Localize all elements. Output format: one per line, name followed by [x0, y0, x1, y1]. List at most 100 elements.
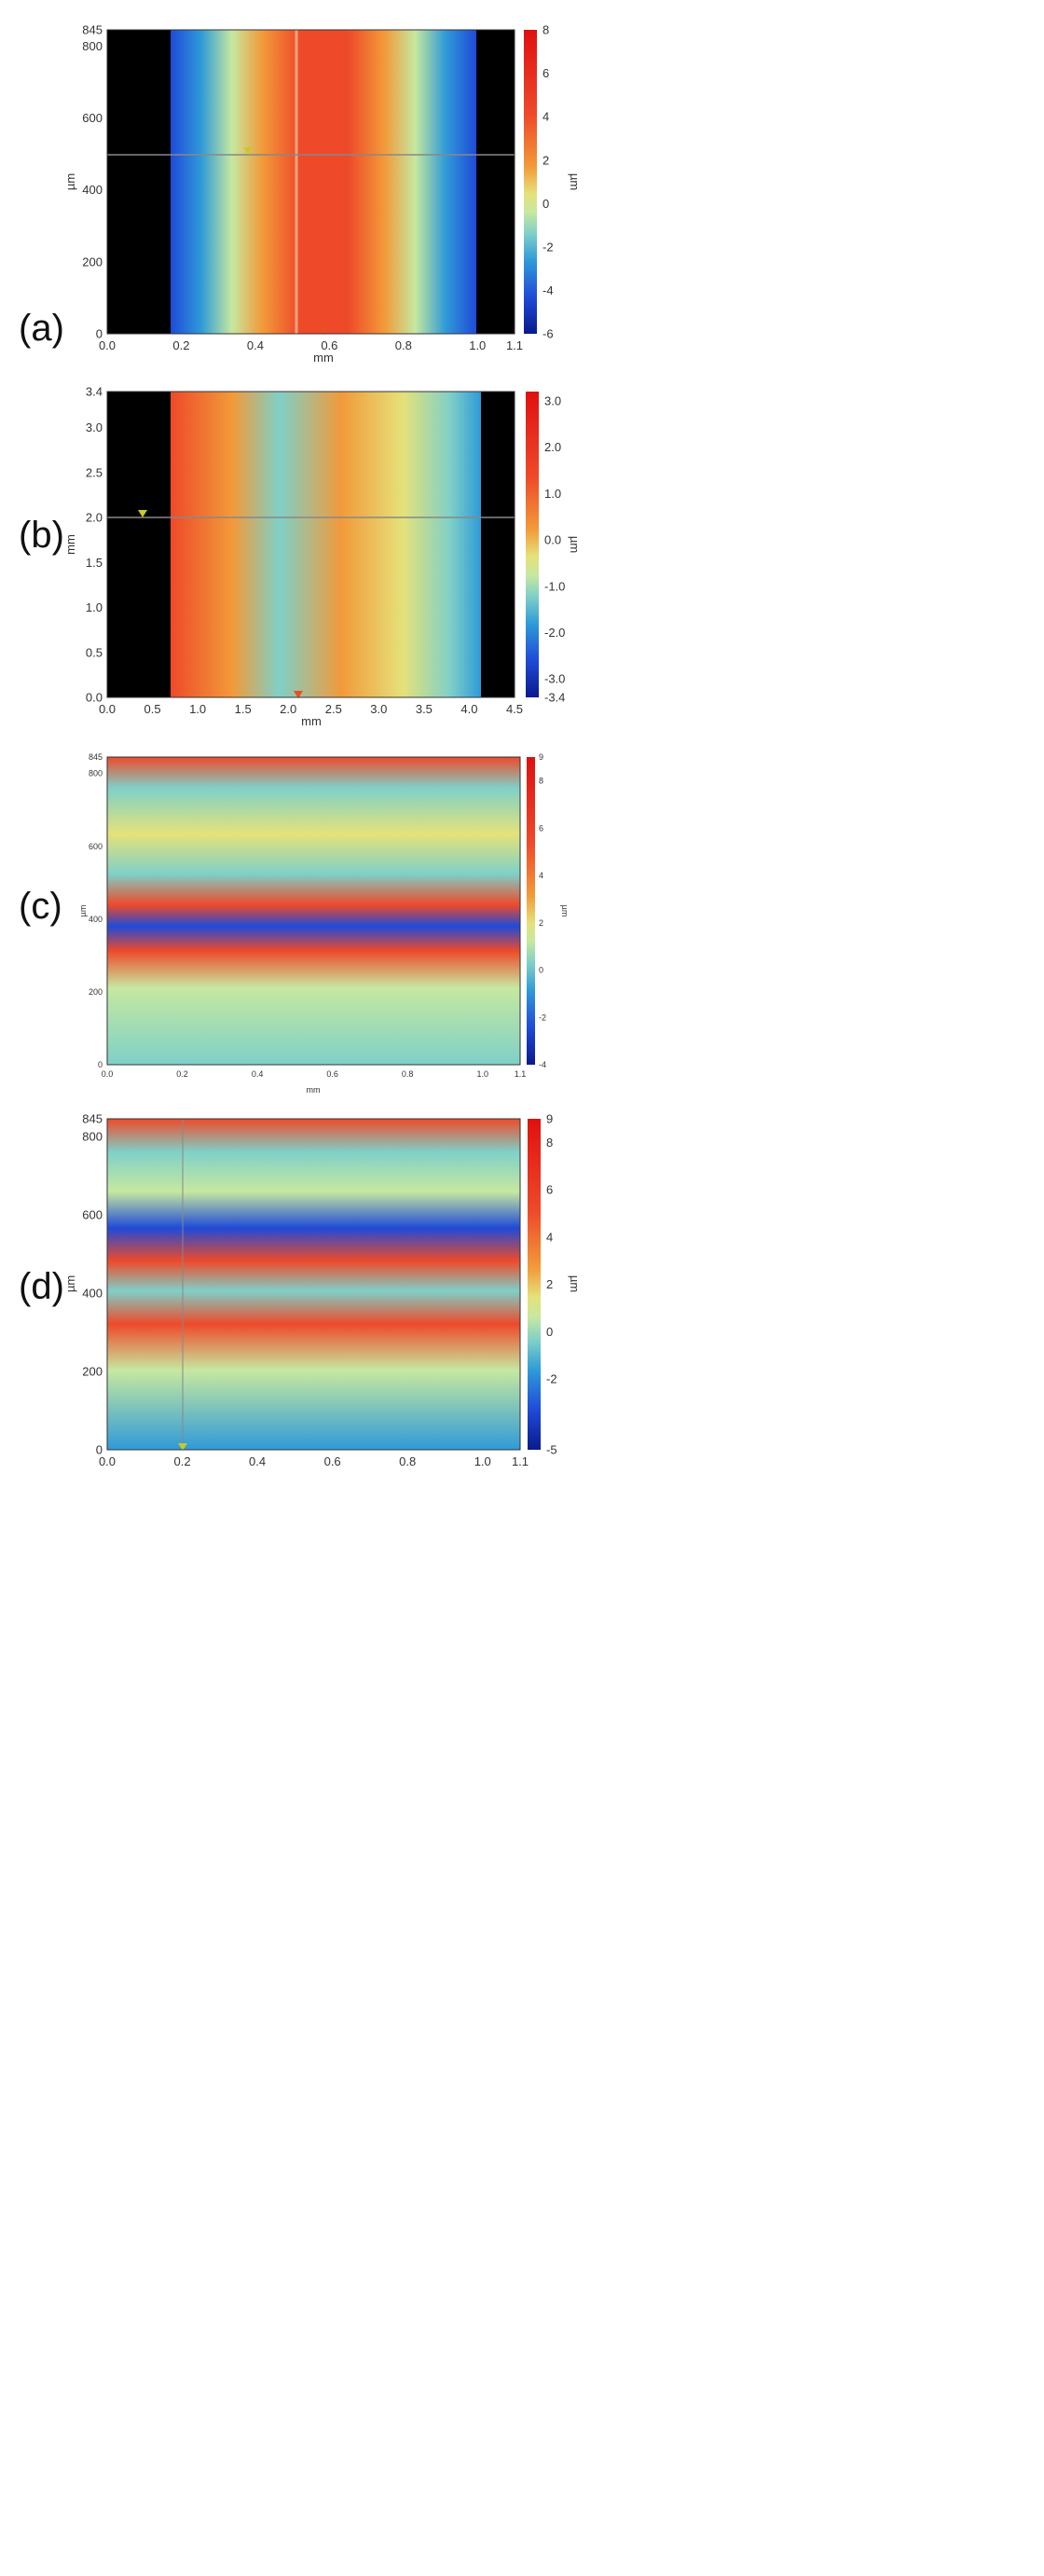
y-tick-label: 845	[89, 752, 103, 762]
colorbar-tick-label: 0	[543, 197, 549, 211]
x-tick-label: 3.0	[370, 702, 387, 716]
surface-map-c: 0.0 0.2 0.4 0.6 0.8 1.0 1.1 0 200 400 600 800 845 mm…	[78, 752, 570, 1095]
colorbar-tick-label: 4	[543, 110, 549, 124]
y-tick-label: 600	[89, 842, 103, 851]
y-tick-label: 0	[96, 327, 103, 341]
y-tick-label: 3.4	[86, 385, 103, 399]
marker-red	[294, 691, 303, 698]
x-tick-label: 1.0	[474, 1454, 491, 1468]
y-tick-label: 3.0	[86, 420, 103, 434]
y-axis-label: mm	[63, 534, 77, 555]
x-tick-label: 0.6	[321, 338, 337, 352]
marker-yellow	[138, 510, 147, 517]
y-axis-label: µm	[78, 905, 88, 917]
colorbar-tick-label: 1.0	[544, 487, 561, 501]
y-tick-label: 1.0	[86, 600, 103, 614]
x-tick-label: 4.0	[460, 702, 477, 716]
y-tick-label: 400	[82, 1287, 103, 1301]
y-tick-label: 400	[89, 915, 103, 924]
x-tick-label: 0.4	[247, 338, 264, 352]
colorbar-label: µm	[560, 905, 570, 917]
x-tick-label: 0.4	[249, 1454, 266, 1468]
x-tick-label: 1.5	[235, 702, 252, 716]
colorbar-tick-label: -4	[543, 283, 554, 297]
x-tick-label: 1.1	[506, 338, 523, 352]
y-tick-label: 600	[82, 1207, 103, 1221]
colorbar-tick-label: 6	[546, 1183, 553, 1197]
panel-a: (a)	[0, 0, 1044, 643]
x-tick-label: 0.0	[102, 1069, 114, 1079]
colorbar-tick-label: 0	[539, 966, 543, 975]
colorbar-label: µm	[568, 1275, 582, 1292]
colorbar-tick-label: 6	[539, 823, 543, 833]
height-map	[171, 30, 476, 334]
marker-yellow	[178, 1443, 187, 1451]
colorbar-tick-label: 0	[546, 1325, 553, 1339]
x-tick-label: 0.8	[402, 1069, 414, 1079]
x-tick-label: 0.2	[176, 1069, 188, 1079]
y-tick-label: 0	[98, 1060, 103, 1069]
colorbar-tick-label: 8	[546, 1136, 553, 1150]
y-axis-label: µm	[63, 1275, 77, 1292]
colorbar-tick-label: 4	[546, 1230, 553, 1244]
x-tick-label: 0.0	[99, 338, 116, 352]
colorbar-tick-label: 2.0	[544, 440, 561, 454]
x-tick-label: 1.1	[512, 1454, 529, 1468]
colorbar-tick-label: 0.0	[544, 533, 561, 547]
colorbar-tick-label: 8	[539, 777, 543, 786]
height-map	[107, 1119, 520, 1450]
surface-map-b: 0.0 0.5 1.0 1.5 2.0 2.5 3.0 3.5 4.0 4.5 0.0 0.5 1.0 1…	[63, 385, 582, 728]
y-tick-label: 200	[89, 987, 103, 997]
x-tick-label: 0.2	[174, 1454, 191, 1468]
x-tick-label: 1.1	[515, 1069, 527, 1079]
panel-label: (c)	[19, 886, 62, 927]
y-tick-label: 200	[82, 255, 103, 269]
y-tick-label: 2.0	[86, 511, 103, 525]
colorbar	[524, 30, 537, 334]
colorbar-label: µm	[568, 173, 582, 190]
x-tick-label: 2.5	[325, 702, 342, 716]
x-tick-label: 1.0	[189, 702, 206, 716]
x-tick-label: 2.0	[280, 702, 296, 716]
colorbar-tick-label: 9	[539, 752, 543, 762]
colorbar-tick-label: 3.0	[544, 393, 561, 407]
y-tick-label: 845	[82, 23, 103, 37]
height-map	[107, 757, 520, 1065]
colorbar-tick-label: 2	[539, 918, 543, 928]
x-tick-label: 0.0	[99, 702, 116, 716]
surface-map-d: 0.0 0.2 0.4 0.6 0.8 1.0 1.1 0 200 400 600 800 845 µm…	[63, 1112, 582, 1468]
colorbar-tick-label: 4	[539, 871, 543, 880]
x-axis-label: mm	[301, 714, 322, 728]
panel-label: (d)	[19, 1266, 64, 1307]
panel-label: (a)	[19, 308, 64, 349]
x-tick-label: 0.0	[99, 1454, 116, 1468]
x-tick-label: 0.8	[399, 1454, 416, 1468]
x-tick-label: 1.0	[476, 1069, 488, 1079]
colorbar-tick-label: -2	[546, 1371, 557, 1385]
y-tick-label: 0	[96, 1443, 103, 1457]
x-tick-label: 4.5	[506, 702, 523, 716]
colorbar-label: µm	[568, 536, 582, 553]
x-tick-label: 0.8	[395, 338, 412, 352]
colorbar-tick-label: 2	[543, 153, 549, 167]
x-tick-label: 0.6	[324, 1454, 341, 1468]
surface-map-a: 0.0 0.2 0.4 0.6 0.8 1.0 1.1 0 200 400 600 800 845 mm…	[63, 23, 582, 365]
colorbar-tick-label: -5	[546, 1443, 557, 1457]
x-tick-label: 0.4	[252, 1069, 264, 1079]
colorbar-tick-label: 6	[543, 66, 549, 80]
colorbar-tick-label: -1.0	[544, 579, 565, 593]
panel-label: (b)	[19, 515, 64, 556]
colorbar-tick-label: -2	[543, 240, 554, 254]
panel-b: (b) 0.0 0.5 1.0 1.5 2.0 2.5 3.0 3.5 4.0 4.5 0.0 0.5…	[0, 384, 1044, 729]
y-tick-label: 0.5	[86, 645, 103, 659]
y-tick-label: 600	[82, 111, 103, 125]
colorbar-tick-label: 9	[546, 1112, 553, 1126]
colorbar-tick-label: -3.0	[544, 672, 565, 686]
y-axis-label: µm	[63, 173, 77, 190]
colorbar-tick-label: -6	[543, 327, 554, 341]
colorbar-tick-label: 2	[546, 1277, 553, 1291]
x-tick-label: 0.2	[172, 338, 189, 352]
y-tick-label: 800	[82, 39, 103, 53]
colorbar-tick-label: -4	[539, 1060, 546, 1069]
colorbar	[527, 757, 535, 1065]
